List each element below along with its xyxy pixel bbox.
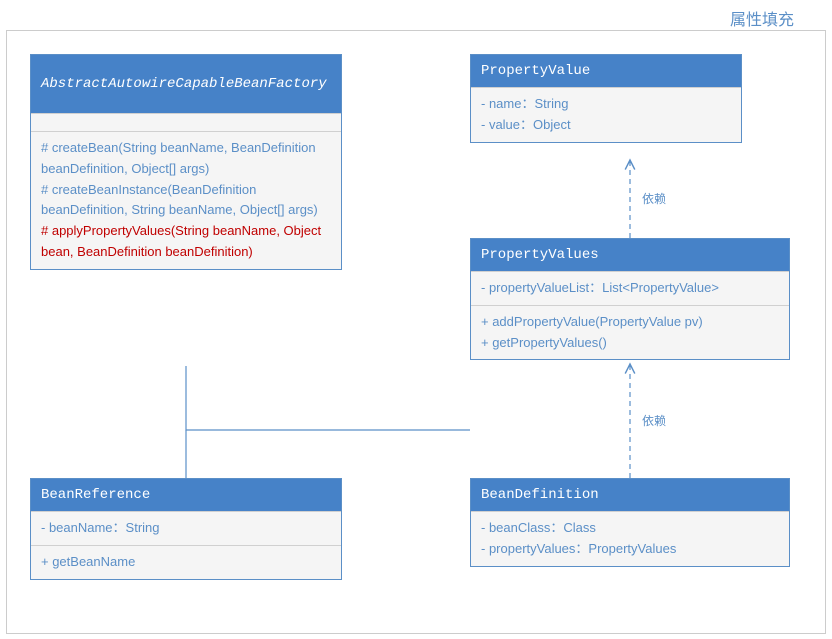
method-applyPropertyValues: # applyPropertyValues(String beanName, O… <box>41 221 331 263</box>
class-factory-attrs <box>31 113 341 131</box>
method-createBean: # createBean(String beanName, BeanDefini… <box>41 138 331 180</box>
attr-beanName: - beanName：String <box>41 518 331 539</box>
edge-label-dep1: 依赖 <box>640 190 668 207</box>
attr-beanClass: - beanClass：Class <box>481 518 779 539</box>
class-bean-definition-header: BeanDefinition <box>471 479 789 511</box>
attr-value: - value：Object <box>481 115 731 136</box>
class-bean-reference-header: BeanReference <box>31 479 341 511</box>
class-property-values-header: PropertyValues <box>471 239 789 271</box>
class-factory-header: AbstractAutowireCapableBeanFactory <box>31 55 341 113</box>
method-getBeanName: + getBeanName <box>41 552 331 573</box>
class-bean-definition: BeanDefinition - beanClass：Class - prope… <box>470 478 790 567</box>
class-property-values-attrs: - propertyValueList：List<PropertyValue> <box>471 271 789 305</box>
class-property-values: PropertyValues - propertyValueList：List<… <box>470 238 790 360</box>
method-createBeanInstance: # createBeanInstance(BeanDefinition bean… <box>41 180 331 222</box>
class-property-value: PropertyValue - name：String - value：Obje… <box>470 54 742 143</box>
class-property-value-header: PropertyValue <box>471 55 741 87</box>
attr-propertyValues: - propertyValues：PropertyValues <box>481 539 779 560</box>
class-bean-reference-attrs: - beanName：String <box>31 511 341 545</box>
attr-name: - name：String <box>481 94 731 115</box>
attr-propertyValueList: - propertyValueList：List<PropertyValue> <box>481 278 779 299</box>
class-bean-definition-attrs: - beanClass：Class - propertyValues：Prope… <box>471 511 789 566</box>
edge-label-dep2: 依赖 <box>640 412 668 429</box>
method-addPropertyValue: + addPropertyValue(PropertyValue pv) <box>481 312 779 333</box>
class-factory-methods: # createBean(String beanName, BeanDefini… <box>31 131 341 269</box>
class-bean-reference-methods: + getBeanName <box>31 545 341 579</box>
class-property-value-attrs: - name：String - value：Object <box>471 87 741 142</box>
diagram-title: 属性填充 <box>730 6 794 30</box>
class-bean-reference: BeanReference - beanName：String + getBea… <box>30 478 342 580</box>
class-property-values-methods: + addPropertyValue(PropertyValue pv) + g… <box>471 305 789 360</box>
method-getPropertyValues: + getPropertyValues() <box>481 333 779 354</box>
class-factory: AbstractAutowireCapableBeanFactory # cre… <box>30 54 342 270</box>
